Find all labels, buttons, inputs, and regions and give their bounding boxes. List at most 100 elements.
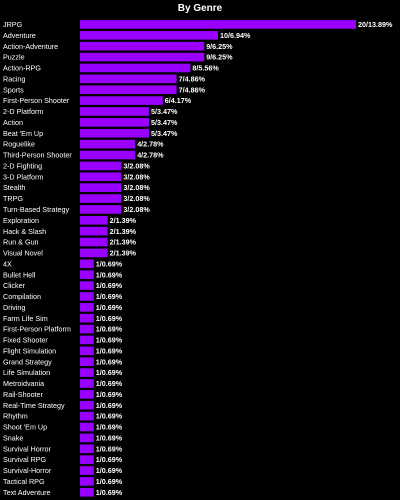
value-label-31: 1/0.69% xyxy=(96,357,123,366)
value-label-13: 3/2.08% xyxy=(123,161,150,170)
value-label-18: 2/1.39% xyxy=(110,216,137,225)
category-label-34: Rail-Shooter xyxy=(3,390,44,399)
category-label-7: First-Person Shooter xyxy=(3,96,70,105)
bar-28 xyxy=(80,324,94,334)
bar-20 xyxy=(80,237,108,247)
value-label-23: 1/0.69% xyxy=(96,270,123,279)
value-label-38: 1/0.69% xyxy=(96,433,123,442)
bar-43 xyxy=(80,487,94,497)
value-label-21: 2/1.39% xyxy=(110,249,137,258)
category-label-14: 3-D Platform xyxy=(3,172,43,181)
bar-10 xyxy=(80,128,149,138)
bar-40 xyxy=(80,455,94,464)
category-label-17: Turn-Based Strategy xyxy=(3,205,69,214)
bar-11 xyxy=(80,139,136,149)
chart-title: By Genre xyxy=(177,3,223,14)
category-label-27: Farm Life Sim xyxy=(3,314,48,323)
value-label-4: 8/5.56% xyxy=(192,64,219,73)
bar-36 xyxy=(80,411,94,421)
bar-18 xyxy=(80,215,108,225)
bar-15 xyxy=(80,183,122,192)
category-label-24: Clicker xyxy=(3,281,26,290)
value-label-19: 2/1.39% xyxy=(110,227,137,236)
bar-38 xyxy=(80,433,94,443)
category-label-13: 2-D Fighting xyxy=(3,161,42,170)
category-label-10: Beat 'Em Up xyxy=(3,129,43,138)
category-label-3: Puzzle xyxy=(3,53,25,62)
bar-41 xyxy=(80,466,94,475)
value-label-15: 3/2.08% xyxy=(123,183,150,192)
value-label-27: 1/0.69% xyxy=(96,314,123,323)
category-label-5: Racing xyxy=(3,74,25,83)
value-label-39: 1/0.69% xyxy=(96,444,123,453)
category-label-26: Driving xyxy=(3,303,25,312)
bar-5 xyxy=(80,74,177,84)
value-label-24: 1/0.69% xyxy=(96,281,123,290)
value-label-6: 7/4.86% xyxy=(179,85,206,94)
category-label-43: Text Adventure xyxy=(3,488,51,497)
bar-25 xyxy=(80,292,94,301)
value-label-36: 1/0.69% xyxy=(96,412,123,421)
bar-17 xyxy=(80,205,122,214)
value-label-17: 3/2.08% xyxy=(123,205,150,214)
category-label-36: Rhythm xyxy=(3,412,28,421)
category-label-22: 4X xyxy=(3,259,12,268)
value-label-43: 1/0.69% xyxy=(96,488,123,497)
value-label-12: 4/2.78% xyxy=(137,151,164,160)
bar-6 xyxy=(80,85,177,95)
bar-3 xyxy=(80,52,205,62)
category-label-8: 2-D Platform xyxy=(3,107,43,116)
category-label-38: Snake xyxy=(3,433,23,442)
category-label-42: Tactical RPG xyxy=(3,477,45,486)
bar-26 xyxy=(80,303,94,312)
category-label-11: Roguelike xyxy=(3,140,35,149)
bar-2 xyxy=(80,41,205,51)
bar-37 xyxy=(80,422,94,432)
bar-7 xyxy=(80,96,163,105)
category-label-35: Real-Time Strategy xyxy=(3,401,65,410)
value-label-26: 1/0.69% xyxy=(96,303,123,312)
category-label-32: Life Simulation xyxy=(3,368,50,377)
category-label-41: Survival-Horror xyxy=(3,466,52,475)
bar-35 xyxy=(80,400,94,410)
bar-39 xyxy=(80,444,94,454)
bar-29 xyxy=(80,335,94,345)
bar-16 xyxy=(80,194,122,203)
value-label-7: 6/4.17% xyxy=(165,96,192,105)
category-label-37: Shoot 'Em Up xyxy=(3,423,47,432)
category-label-1: Adventure xyxy=(3,31,36,40)
bar-21 xyxy=(80,248,108,258)
value-label-35: 1/0.69% xyxy=(96,401,123,410)
value-label-40: 1/0.69% xyxy=(96,455,123,464)
value-label-25: 1/0.69% xyxy=(96,292,123,301)
value-label-14: 3/2.08% xyxy=(123,172,150,181)
category-label-19: Hack & Slash xyxy=(3,227,46,236)
category-label-16: TRPG xyxy=(3,194,23,203)
bar-22 xyxy=(80,259,94,269)
category-label-15: Stealth xyxy=(3,183,25,192)
bar-9 xyxy=(80,118,149,127)
category-label-9: Action xyxy=(3,118,23,127)
value-label-41: 1/0.69% xyxy=(96,466,123,475)
value-label-5: 7/4.86% xyxy=(179,74,206,83)
value-label-42: 1/0.69% xyxy=(96,477,123,486)
bar-8 xyxy=(80,107,149,116)
category-label-40: Survival RPG xyxy=(3,455,47,464)
value-label-3: 9/6.25% xyxy=(206,53,233,62)
value-label-9: 5/3.47% xyxy=(151,118,178,127)
value-label-37: 1/0.69% xyxy=(96,423,123,432)
category-label-12: Third-Person Shooter xyxy=(3,151,72,160)
category-label-31: Grand Strategy xyxy=(3,357,52,366)
bar-42 xyxy=(80,477,94,486)
category-label-6: Sports xyxy=(3,85,24,94)
bar-19 xyxy=(80,226,108,236)
bar-33 xyxy=(80,379,94,388)
bar-13 xyxy=(80,161,122,171)
category-label-25: Compilation xyxy=(3,292,41,301)
value-label-8: 5/3.47% xyxy=(151,107,178,116)
bar-24 xyxy=(80,281,94,290)
bar-30 xyxy=(80,346,94,356)
category-label-28: First-Person Platform xyxy=(3,325,71,334)
bar-12 xyxy=(80,150,136,160)
